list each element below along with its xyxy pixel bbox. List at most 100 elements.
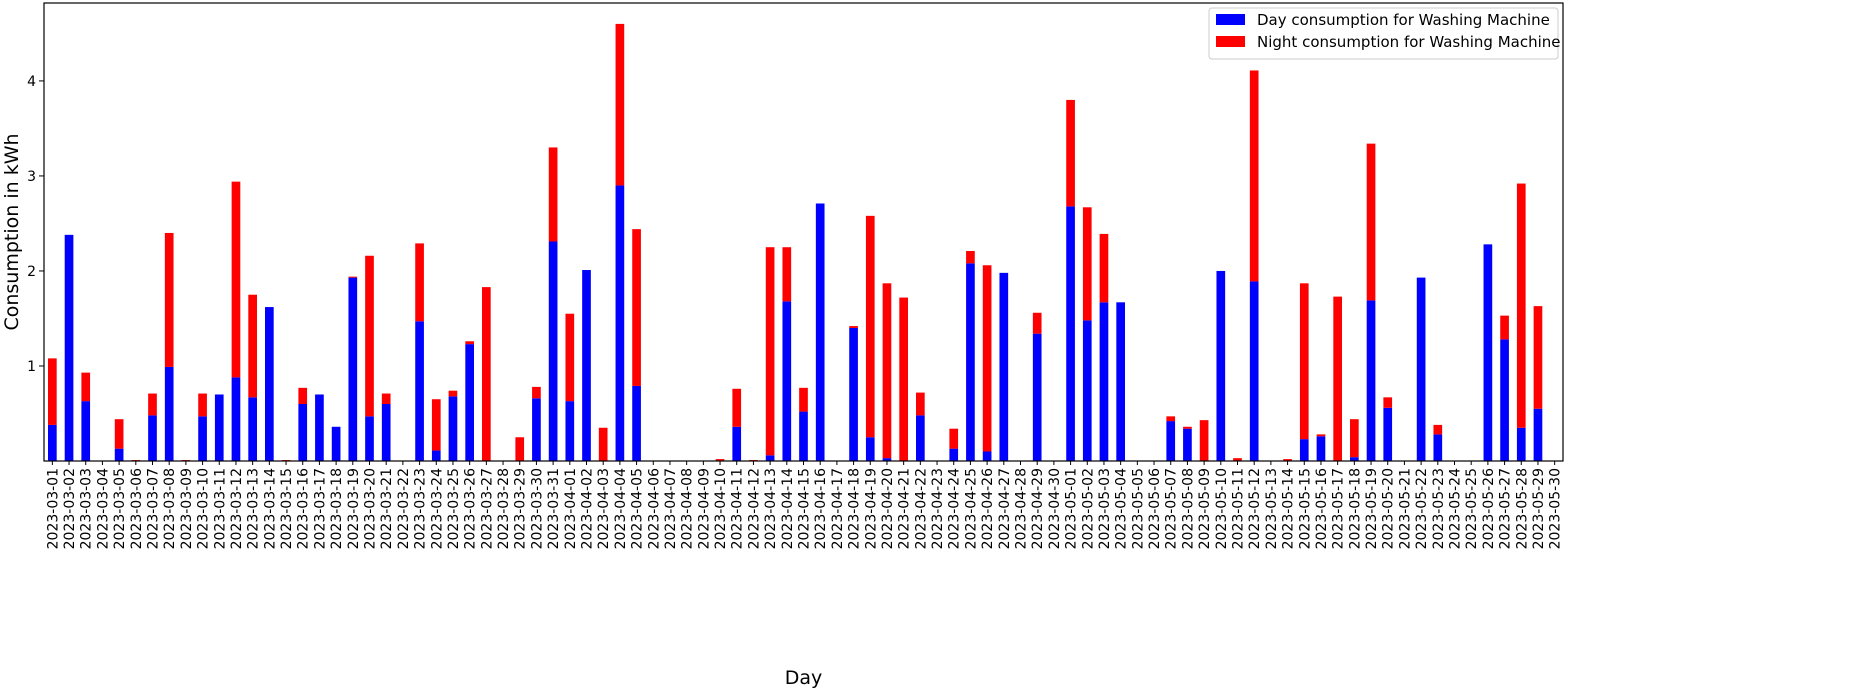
bar-night-2023-03-16 bbox=[298, 387, 308, 404]
bar-day-2023-03-20 bbox=[365, 416, 374, 461]
bar-night-2023-03-08 bbox=[164, 232, 174, 367]
legend-label-night: Night consumption for Washing Machine bbox=[1257, 33, 1561, 51]
x-tick-label: 2023-03-26 bbox=[463, 468, 479, 549]
x-tick-label: 2023-04-06 bbox=[646, 468, 662, 549]
y-tick-layer: 1 2 3 4 bbox=[27, 74, 44, 375]
bar-night-2023-03-10 bbox=[198, 393, 207, 417]
bar-day-2023-04-26 bbox=[982, 451, 992, 461]
x-tick-label: 2023-05-15 bbox=[1297, 468, 1313, 549]
bar-night-2023-03-21 bbox=[381, 393, 391, 404]
x-tick-label: 2023-05-09 bbox=[1197, 468, 1213, 549]
bar-day-2023-04-18 bbox=[849, 327, 858, 461]
x-tick-label: 2023-04-21 bbox=[897, 468, 913, 549]
bar-night-2023-04-05 bbox=[632, 229, 641, 386]
x-tick-label: 2023-04-07 bbox=[663, 468, 679, 549]
x-tick-label: 2023-05-08 bbox=[1180, 468, 1196, 549]
x-tick-label: 2023-03-27 bbox=[479, 468, 495, 549]
bar-day-2023-04-14 bbox=[782, 301, 792, 461]
bar-day-2023-05-20 bbox=[1383, 407, 1393, 461]
x-tick-label: 2023-04-10 bbox=[713, 468, 729, 549]
bar-night-2023-05-27 bbox=[1500, 315, 1509, 340]
x-tick-label: 2023-04-04 bbox=[613, 468, 629, 549]
x-tick-label: 2023-05-26 bbox=[1481, 468, 1497, 549]
legend-box bbox=[1208, 7, 1559, 60]
x-tick-label: 2023-04-30 bbox=[1047, 468, 1063, 549]
x-tick-label: 2023-05-10 bbox=[1214, 468, 1230, 549]
bar-night-2023-04-22 bbox=[916, 392, 925, 416]
x-tick-label: 2023-05-28 bbox=[1514, 468, 1530, 549]
bar-day-2023-04-20 bbox=[882, 458, 892, 461]
bar-day-2023-03-26 bbox=[465, 344, 474, 461]
bar-day-2023-03-01 bbox=[48, 424, 57, 461]
x-tick-label: 2023-04-11 bbox=[730, 468, 746, 549]
bar-day-2023-03-13 bbox=[248, 397, 257, 461]
bar-night-2023-04-18 bbox=[849, 326, 858, 328]
x-tick-label: 2023-05-06 bbox=[1147, 468, 1163, 549]
x-tick-label: 2023-03-24 bbox=[429, 468, 445, 549]
bar-day-2023-04-01 bbox=[565, 401, 575, 461]
x-tick-label: 2023-04-09 bbox=[696, 468, 712, 549]
bar-night-2023-04-04 bbox=[615, 23, 625, 186]
bar-night-2023-05-02 bbox=[1082, 207, 1092, 321]
x-tick-label: 2023-04-28 bbox=[1014, 468, 1030, 549]
bar-night-2023-03-20 bbox=[365, 255, 374, 417]
x-tick-label: 2023-03-19 bbox=[346, 468, 362, 549]
bar-day-2023-05-28 bbox=[1516, 427, 1526, 461]
x-tick-layer: 2023-03-01 2023-03-02 2023-03-03 2023-03-04… bbox=[45, 461, 1564, 549]
bar-day-2023-05-19 bbox=[1366, 300, 1376, 461]
bar-night-2023-04-10 bbox=[715, 459, 725, 461]
x-tick-label: 2023-05-24 bbox=[1448, 468, 1464, 549]
x-tick-label: 2023-03-02 bbox=[62, 468, 78, 549]
bar-night-2023-05-15 bbox=[1299, 283, 1309, 440]
bar-day-2023-03-24 bbox=[431, 450, 441, 461]
bar-day-2023-04-27 bbox=[999, 272, 1009, 461]
bar-day-2023-05-27 bbox=[1500, 339, 1509, 461]
x-tick-label: 2023-03-25 bbox=[446, 468, 462, 549]
x-tick-label: 2023-04-16 bbox=[813, 468, 829, 549]
plot-frame bbox=[43, 2, 1564, 462]
bar-night-2023-04-29 bbox=[1032, 312, 1042, 334]
x-tick-label: 2023-04-27 bbox=[997, 468, 1013, 549]
x-tick-label: 2023-03-09 bbox=[179, 468, 195, 549]
bar-night-2023-04-19 bbox=[865, 215, 875, 438]
x-tick-label: 2023-03-21 bbox=[379, 468, 395, 549]
bar-day-2023-04-05 bbox=[632, 385, 641, 461]
bar-night-2023-04-13 bbox=[765, 247, 775, 456]
bar-night-2023-03-24 bbox=[431, 399, 441, 451]
bar-night-2023-04-26 bbox=[982, 265, 992, 452]
x-tick-label: 2023-05-18 bbox=[1347, 468, 1363, 549]
bar-night-2023-04-20 bbox=[882, 283, 892, 459]
x-tick-label: 2023-03-14 bbox=[262, 468, 278, 549]
bar-day-2023-05-15 bbox=[1299, 439, 1309, 461]
bar-night-2023-05-14 bbox=[1283, 459, 1292, 461]
bar-night-2023-05-28 bbox=[1516, 183, 1526, 428]
x-tick-label: 2023-05-02 bbox=[1080, 468, 1096, 549]
bar-day-2023-04-02 bbox=[582, 270, 591, 461]
x-tick-label: 2023-03-05 bbox=[112, 468, 128, 549]
legend-label-day: Day consumption for Washing Machine bbox=[1257, 11, 1550, 29]
bar-day-2023-03-25 bbox=[448, 396, 458, 461]
x-tick-label: 2023-04-13 bbox=[763, 468, 779, 549]
bar-day-2023-05-22 bbox=[1416, 277, 1426, 461]
x-tick-label: 2023-05-16 bbox=[1314, 468, 1330, 549]
bar-night-2023-03-19 bbox=[348, 276, 358, 278]
x-tick-label: 2023-03-11 bbox=[212, 468, 228, 549]
x-tick-label: 2023-03-10 bbox=[196, 468, 212, 549]
bar-night-2023-03-01 bbox=[48, 358, 57, 425]
bar-day-2023-05-23 bbox=[1433, 434, 1443, 461]
bar-day-2023-03-30 bbox=[532, 398, 541, 461]
bar-day-2023-04-16 bbox=[815, 203, 825, 461]
bar-night-2023-05-29 bbox=[1533, 306, 1543, 409]
legend: Day consumption for Washing Machine Nigh… bbox=[1208, 7, 1561, 60]
bar-night-2023-03-12 bbox=[231, 181, 241, 378]
bar-night-2023-05-07 bbox=[1166, 416, 1176, 422]
bar-night-2023-04-11 bbox=[732, 388, 742, 427]
x-tick-label: 2023-04-17 bbox=[830, 468, 846, 549]
x-tick-label: 2023-04-02 bbox=[580, 468, 596, 549]
x-tick-label: 2023-03-13 bbox=[246, 468, 262, 549]
bar-night-2023-05-03 bbox=[1099, 233, 1109, 303]
bar-day-2023-05-16 bbox=[1316, 436, 1326, 461]
bar-night-2023-05-20 bbox=[1383, 397, 1393, 408]
x-tick-label: 2023-03-18 bbox=[329, 468, 345, 549]
bar-night-2023-03-31 bbox=[548, 147, 558, 242]
